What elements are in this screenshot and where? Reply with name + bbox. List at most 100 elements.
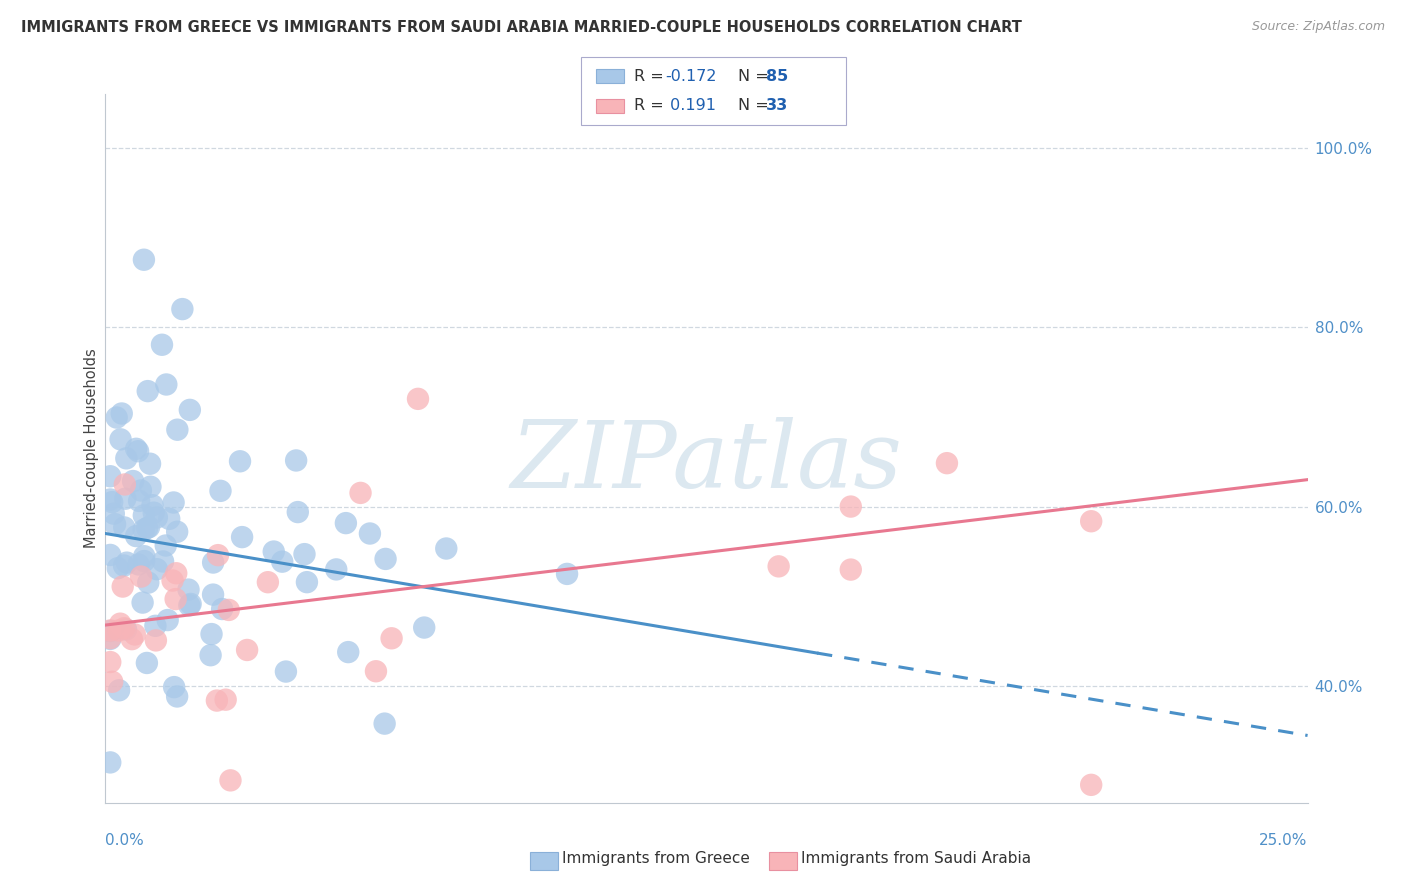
Point bbox=[202, 588, 225, 602]
Point bbox=[337, 645, 360, 659]
Point bbox=[295, 575, 318, 590]
Text: N =: N = bbox=[738, 98, 775, 113]
Text: -0.172: -0.172 bbox=[665, 69, 717, 84]
Point bbox=[112, 558, 135, 573]
Point bbox=[1080, 778, 1102, 792]
Point bbox=[325, 562, 347, 576]
Point bbox=[131, 596, 153, 610]
Point bbox=[128, 494, 150, 508]
Point bbox=[115, 623, 138, 637]
Point bbox=[110, 433, 132, 447]
Point bbox=[110, 616, 132, 631]
Point bbox=[107, 561, 129, 575]
Text: N =: N = bbox=[738, 69, 775, 84]
Point bbox=[98, 756, 121, 770]
Point bbox=[162, 574, 184, 588]
Point bbox=[114, 491, 136, 506]
Text: R =: R = bbox=[634, 69, 669, 84]
Text: 33: 33 bbox=[766, 98, 789, 113]
Text: 0.191: 0.191 bbox=[665, 98, 716, 113]
Point bbox=[98, 469, 121, 483]
Text: Immigrants from Saudi Arabia: Immigrants from Saudi Arabia bbox=[801, 852, 1032, 866]
Point bbox=[359, 526, 381, 541]
Point bbox=[136, 384, 159, 398]
Point bbox=[98, 655, 121, 669]
Text: 0.0%: 0.0% bbox=[105, 833, 145, 847]
Point bbox=[381, 632, 404, 646]
Point bbox=[136, 521, 159, 535]
Point bbox=[108, 683, 131, 698]
Point bbox=[115, 451, 138, 466]
Point bbox=[98, 624, 121, 638]
Point bbox=[166, 423, 188, 437]
Point bbox=[132, 508, 155, 523]
Point bbox=[125, 529, 148, 543]
Point bbox=[146, 562, 169, 576]
Point bbox=[172, 302, 194, 317]
Point bbox=[236, 643, 259, 657]
Point bbox=[98, 632, 121, 646]
Point bbox=[145, 633, 167, 648]
Point bbox=[179, 403, 201, 417]
Point bbox=[128, 558, 150, 572]
Point bbox=[768, 559, 790, 574]
Point bbox=[166, 524, 188, 539]
Point bbox=[111, 580, 134, 594]
Point bbox=[211, 602, 233, 616]
Point bbox=[152, 554, 174, 568]
Point bbox=[406, 392, 429, 406]
Point bbox=[139, 457, 162, 471]
Point bbox=[155, 539, 177, 553]
Point bbox=[112, 520, 135, 534]
Point bbox=[177, 582, 200, 597]
Point bbox=[218, 603, 240, 617]
Point bbox=[150, 337, 173, 351]
Point bbox=[205, 693, 228, 707]
Point bbox=[263, 544, 285, 558]
Point bbox=[163, 680, 186, 694]
Point bbox=[180, 597, 202, 611]
Point bbox=[129, 569, 152, 583]
Point bbox=[145, 619, 167, 633]
Text: ZIPatlas: ZIPatlas bbox=[510, 417, 903, 508]
Point bbox=[129, 483, 152, 498]
Point bbox=[112, 621, 135, 635]
Point bbox=[374, 552, 396, 566]
Point bbox=[98, 548, 121, 562]
Point bbox=[135, 656, 157, 670]
Point bbox=[98, 624, 121, 638]
Point bbox=[98, 492, 121, 507]
Text: 25.0%: 25.0% bbox=[1260, 833, 1308, 847]
Text: R =: R = bbox=[634, 98, 669, 113]
Point bbox=[125, 442, 148, 456]
Point bbox=[200, 648, 222, 663]
Point bbox=[142, 506, 165, 520]
Point bbox=[413, 621, 436, 635]
Point bbox=[127, 444, 149, 458]
Text: 85: 85 bbox=[766, 69, 789, 84]
Point bbox=[107, 624, 129, 638]
Point bbox=[555, 566, 578, 581]
Point bbox=[214, 692, 236, 706]
Point bbox=[219, 773, 242, 788]
Point bbox=[287, 505, 309, 519]
Point bbox=[271, 555, 294, 569]
Point bbox=[134, 554, 156, 568]
Point bbox=[166, 690, 188, 704]
Point bbox=[839, 500, 862, 514]
Point bbox=[136, 575, 159, 590]
Point bbox=[165, 592, 187, 607]
Point bbox=[111, 407, 134, 421]
Point bbox=[132, 252, 155, 267]
Point bbox=[229, 454, 252, 468]
Point bbox=[104, 517, 127, 532]
Point bbox=[138, 520, 160, 534]
Point bbox=[114, 477, 136, 491]
Point bbox=[101, 674, 124, 689]
Point bbox=[231, 530, 253, 544]
Point bbox=[936, 456, 959, 470]
Point bbox=[1080, 514, 1102, 528]
Point bbox=[294, 547, 316, 561]
Text: Immigrants from Greece: Immigrants from Greece bbox=[562, 852, 751, 866]
Point bbox=[165, 566, 187, 581]
